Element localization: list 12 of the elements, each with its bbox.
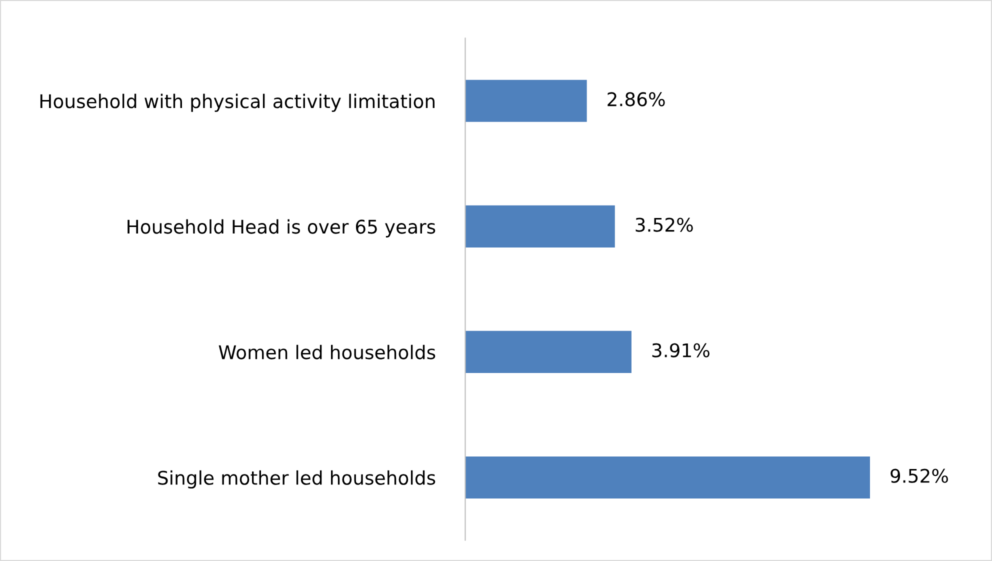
data-label: 9.52% [890,468,948,483]
data-label: 3.52% [636,218,693,232]
y-tick-label: Household Head is over 65 years [128,219,436,238]
y-tick-label: Women led households [218,344,436,360]
bar [465,330,632,373]
bar [465,80,587,122]
y-tick-label: Single mother led households [158,470,436,489]
data-label: 3.91% [652,343,710,358]
bar [465,456,870,499]
y-tick-label: Household with physical activity limitation [40,94,434,112]
bar [465,205,615,248]
data-label: 2.86% [608,92,665,106]
